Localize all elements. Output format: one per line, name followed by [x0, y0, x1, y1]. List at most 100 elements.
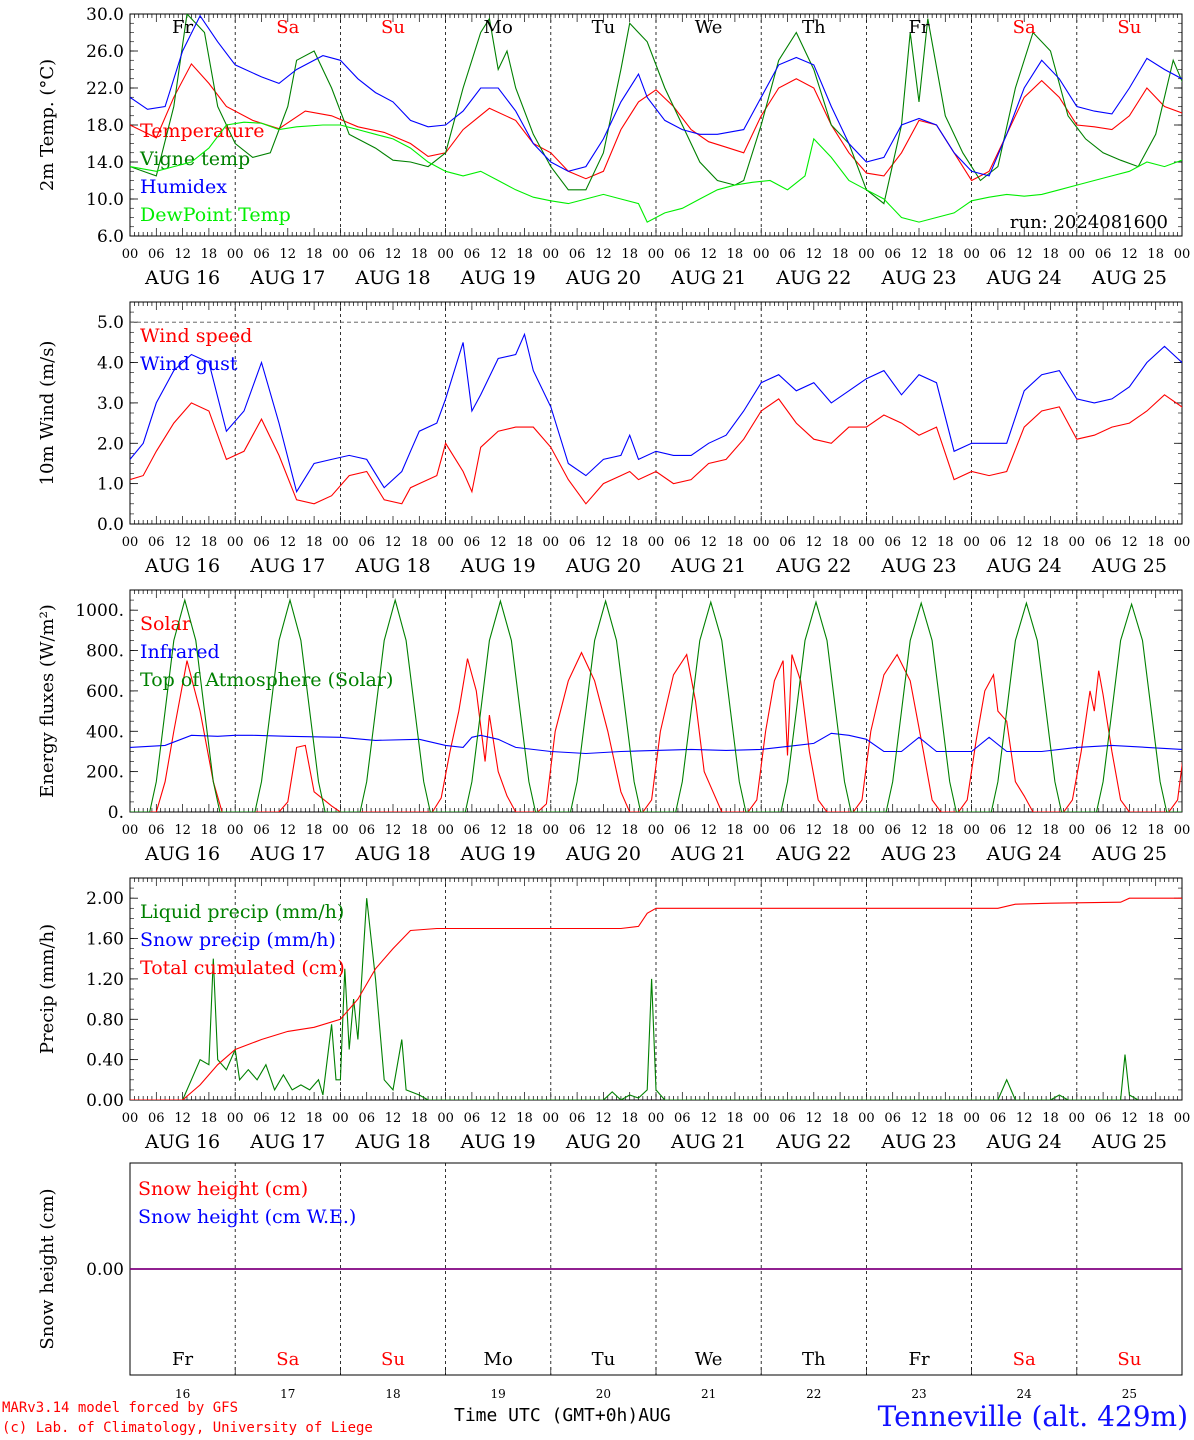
series-line — [130, 651, 1182, 812]
hour-label: 00 — [963, 247, 980, 262]
hour-label: 00 — [753, 535, 770, 550]
hour-label: 00 — [1174, 1111, 1191, 1126]
y-tick-label: 400. — [86, 722, 124, 742]
hour-label: 18 — [306, 247, 323, 262]
hour-label: 12 — [595, 247, 612, 262]
hour-label: 06 — [884, 823, 901, 838]
hour-label: 12 — [174, 1111, 191, 1126]
hour-label: 18 — [306, 535, 323, 550]
date-label: AUG 19 — [460, 267, 536, 289]
day-number-label: 24 — [1017, 1387, 1033, 1400]
series-line — [130, 121, 1182, 223]
hour-label: 00 — [1174, 823, 1191, 838]
hour-label: 00 — [122, 1111, 139, 1126]
y-tick-label: 600. — [86, 682, 124, 702]
hour-label: 12 — [911, 247, 928, 262]
hour-label: 06 — [990, 823, 1007, 838]
hour-label: 06 — [674, 535, 691, 550]
weekday-label: Fr — [908, 1349, 929, 1370]
y-axis-label: 2m Temp. (°C) — [37, 59, 58, 191]
y-tick-label: 3.0 — [97, 394, 124, 414]
hour-label: 12 — [385, 535, 402, 550]
date-label: AUG 17 — [249, 1131, 325, 1153]
y-tick-label: 22.0 — [86, 79, 124, 99]
series-line — [130, 597, 1182, 812]
date-label: AUG 25 — [1091, 1131, 1167, 1153]
hour-label: 18 — [621, 535, 638, 550]
hour-label: 18 — [832, 1111, 849, 1126]
hour-label: 00 — [963, 1111, 980, 1126]
weekday-label: Su — [381, 17, 405, 38]
hour-label: 12 — [806, 1111, 823, 1126]
hour-label: 12 — [490, 247, 507, 262]
hour-label: 12 — [1121, 1111, 1138, 1126]
hour-label: 00 — [648, 247, 665, 262]
hour-label: 06 — [1095, 823, 1112, 838]
hour-label: 00 — [543, 1111, 560, 1126]
date-label: AUG 16 — [144, 843, 220, 865]
hour-label: 18 — [727, 535, 744, 550]
hour-label: 06 — [148, 1111, 165, 1126]
hour-label: 18 — [1042, 535, 1059, 550]
hour-label: 00 — [332, 535, 349, 550]
y-tick-label: 14.0 — [86, 153, 124, 173]
hour-label: 18 — [1147, 1111, 1164, 1126]
hour-label: 06 — [358, 247, 375, 262]
hour-label: 00 — [963, 823, 980, 838]
hour-label: 06 — [674, 823, 691, 838]
legend-entry: Temperature — [140, 120, 264, 142]
hour-label: 18 — [516, 535, 533, 550]
hour-label: 18 — [1042, 1111, 1059, 1126]
legend-entry: Solar — [140, 613, 192, 635]
hour-label: 12 — [1016, 535, 1033, 550]
date-label: AUG 20 — [565, 843, 641, 865]
hour-label: 12 — [595, 1111, 612, 1126]
hour-label: 00 — [1069, 823, 1086, 838]
date-label: AUG 24 — [986, 267, 1062, 289]
day-number-label: 18 — [385, 1387, 400, 1400]
series-line — [130, 394, 1182, 505]
hour-label: 00 — [858, 1111, 875, 1126]
credit-model: MARv3.14 model forced by GFS — [2, 1400, 239, 1416]
legend-entry: Infrared — [140, 641, 220, 663]
weekday-label: Tu — [592, 1349, 616, 1370]
hour-label: 00 — [122, 535, 139, 550]
y-axis-label: Energy fluxes (W/m²) — [37, 604, 58, 798]
hour-label: 12 — [911, 535, 928, 550]
hour-label: 18 — [621, 823, 638, 838]
hour-label: 06 — [253, 247, 270, 262]
hour-label: 06 — [779, 1111, 796, 1126]
date-label: AUG 16 — [144, 555, 220, 577]
hour-label: 12 — [280, 1111, 297, 1126]
y-tick-label: 2.00 — [86, 889, 124, 909]
hour-label: 18 — [937, 823, 954, 838]
hour-label: 00 — [543, 247, 560, 262]
hour-label: 18 — [516, 1111, 533, 1126]
legend-entry: Total cumulated (cm) — [140, 957, 345, 979]
hour-label: 06 — [569, 535, 586, 550]
hour-label: 00 — [963, 535, 980, 550]
y-tick-label: 0. — [108, 803, 124, 823]
hour-label: 00 — [648, 823, 665, 838]
hour-label: 18 — [1147, 823, 1164, 838]
hour-label: 06 — [1095, 1111, 1112, 1126]
hour-label: 06 — [464, 1111, 481, 1126]
hour-label: 06 — [990, 1111, 1007, 1126]
x-axis-title-text: Time UTC (GMT+0h) — [454, 1405, 639, 1426]
hour-label: 12 — [174, 823, 191, 838]
weekday-label: Su — [381, 1349, 405, 1370]
hour-label: 12 — [700, 1111, 717, 1126]
hour-label: 06 — [358, 1111, 375, 1126]
hour-label: 18 — [937, 247, 954, 262]
hour-label: 00 — [227, 823, 244, 838]
y-axis-label: Precip (mm/h) — [37, 924, 58, 1054]
hour-label: 00 — [227, 1111, 244, 1126]
hour-label: 00 — [1069, 247, 1086, 262]
date-label: AUG 25 — [1091, 843, 1167, 865]
hour-label: 00 — [332, 823, 349, 838]
day-number-label: 20 — [596, 1387, 611, 1400]
day-number-label: 17 — [280, 1387, 295, 1400]
weekday-label: Mo — [484, 17, 513, 38]
series-line — [130, 897, 1182, 1100]
date-label: AUG 23 — [880, 1131, 956, 1153]
